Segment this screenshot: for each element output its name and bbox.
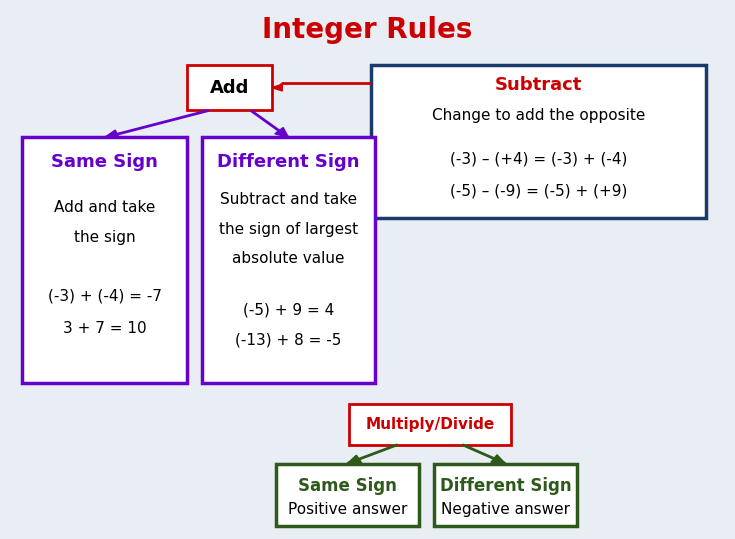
Text: Negative answer: Negative answer [441, 502, 570, 517]
Polygon shape [347, 455, 362, 464]
FancyBboxPatch shape [434, 464, 577, 526]
Text: Subtract: Subtract [495, 76, 582, 94]
Text: Same Sign: Same Sign [298, 477, 397, 495]
Text: (-3) – (+4) = (-3) + (-4): (-3) – (+4) = (-3) + (-4) [450, 151, 627, 167]
Text: the sign: the sign [74, 230, 135, 245]
Text: (-3) + (-4) = -7: (-3) + (-4) = -7 [48, 289, 162, 304]
Text: Integer Rules: Integer Rules [262, 16, 473, 44]
Text: Add: Add [210, 79, 249, 96]
Text: 3 + 7 = 10: 3 + 7 = 10 [63, 321, 146, 336]
Text: Subtract and take: Subtract and take [220, 192, 357, 207]
Text: (-13) + 8 = -5: (-13) + 8 = -5 [235, 332, 342, 347]
Text: Different Sign: Different Sign [440, 477, 571, 495]
Polygon shape [105, 130, 119, 139]
Text: (-5) – (-9) = (-5) + (+9): (-5) – (-9) = (-5) + (+9) [450, 184, 627, 199]
FancyBboxPatch shape [22, 137, 187, 383]
FancyBboxPatch shape [371, 65, 706, 218]
Text: Same Sign: Same Sign [51, 153, 158, 171]
FancyBboxPatch shape [187, 65, 272, 110]
Text: the sign of largest: the sign of largest [219, 222, 358, 237]
Polygon shape [272, 84, 282, 91]
FancyBboxPatch shape [276, 464, 419, 526]
Text: absolute value: absolute value [232, 251, 345, 266]
Text: Change to add the opposite: Change to add the opposite [431, 108, 645, 123]
FancyBboxPatch shape [202, 137, 375, 383]
Text: Positive answer: Positive answer [287, 502, 407, 517]
Polygon shape [275, 128, 288, 137]
Text: (-5) + 9 = 4: (-5) + 9 = 4 [243, 302, 334, 317]
Text: Multiply/Divide: Multiply/Divide [365, 417, 495, 432]
FancyBboxPatch shape [349, 404, 511, 445]
Text: Different Sign: Different Sign [218, 153, 359, 171]
Polygon shape [491, 455, 506, 464]
Text: Add and take: Add and take [54, 200, 155, 215]
